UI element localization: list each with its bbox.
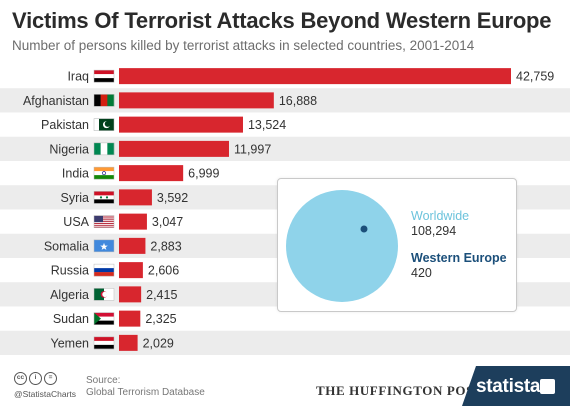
bar xyxy=(119,334,138,351)
footer: cc i = @StatistaCharts Source: Global Te… xyxy=(0,366,570,406)
flag-india-icon xyxy=(93,166,115,180)
bar xyxy=(119,213,147,230)
flag-sudan-icon xyxy=(93,312,115,325)
value-label: 2,029 xyxy=(143,336,174,350)
category-label: Nigeria xyxy=(49,142,89,156)
huffington-post-logo[interactable]: THE HUFFINGTON POST xyxy=(316,383,484,398)
statista-mark-icon xyxy=(540,379,555,394)
western-europe-circle xyxy=(360,225,368,233)
chart-title: Victims Of Terrorist Attacks Beyond West… xyxy=(12,8,552,33)
bar xyxy=(119,189,152,206)
value-label: 2,606 xyxy=(148,264,179,278)
cc-icon: cc xyxy=(14,372,27,385)
bar xyxy=(119,140,229,157)
bar xyxy=(119,237,146,254)
flag-algeria-icon xyxy=(93,288,115,301)
value-label: 6,999 xyxy=(188,167,219,181)
value-label: 2,883 xyxy=(150,239,181,253)
flag-somalia-icon xyxy=(93,239,115,253)
flag-yemen-icon xyxy=(93,336,115,350)
flag-pakistan-icon xyxy=(93,118,115,131)
flag-syria-icon xyxy=(93,191,115,204)
flag-nigeria-icon xyxy=(93,142,115,156)
category-label: USA xyxy=(63,215,89,229)
statista-logo[interactable]: statista xyxy=(476,376,541,397)
category-label: Sudan xyxy=(53,312,89,326)
western-europe-label: Western Europe xyxy=(411,251,507,265)
no-derivatives-icon: = xyxy=(44,372,57,385)
statista-logo-band xyxy=(462,366,570,406)
worldwide-label: Worldwide xyxy=(411,209,470,223)
category-label: Pakistan xyxy=(41,118,89,132)
value-label: 2,325 xyxy=(145,312,176,326)
flag-afghanistan-icon xyxy=(93,94,115,107)
attribution-icon: i xyxy=(29,372,42,385)
worldwide-circle xyxy=(286,190,398,302)
worldwide-value: 108,294 xyxy=(411,224,457,238)
bar xyxy=(119,92,274,109)
worldwide-comparison-inset: Worldwide 108,294 Western Europe 420 xyxy=(277,178,517,312)
category-label: Algeria xyxy=(50,288,89,302)
category-label: Afghanistan xyxy=(23,94,89,108)
value-label: 16,888 xyxy=(279,94,317,108)
value-label: 3,047 xyxy=(152,215,183,229)
value-label: 13,524 xyxy=(248,118,286,132)
bar xyxy=(119,68,511,85)
value-label: 11,997 xyxy=(234,142,271,156)
flag-iraq-icon xyxy=(93,69,115,83)
western-europe-value: 420 xyxy=(411,266,432,280)
social-handle: @StatistaCharts xyxy=(14,389,77,399)
inset-circle-graphic xyxy=(286,190,398,302)
category-label: Yemen xyxy=(51,336,90,350)
category-label: Syria xyxy=(61,191,90,205)
value-label: 3,592 xyxy=(157,191,188,205)
source-value: Global Terrorism Database xyxy=(86,387,205,398)
value-label: 2,415 xyxy=(146,288,177,302)
bar xyxy=(119,262,143,279)
flag-russia-icon xyxy=(93,263,115,277)
value-label: 42,759 xyxy=(516,70,554,84)
bar xyxy=(119,116,243,133)
bar xyxy=(119,310,141,327)
flag-usa-icon xyxy=(93,215,115,228)
license-icons: cc i = xyxy=(14,372,57,385)
source-label: Source: xyxy=(86,375,121,386)
bar xyxy=(119,286,142,303)
bar xyxy=(119,165,184,182)
category-label: India xyxy=(62,167,89,181)
statista-band-shape xyxy=(462,366,570,406)
category-label: Somalia xyxy=(44,239,89,253)
category-label: Iraq xyxy=(67,70,89,84)
category-label: Russia xyxy=(51,264,89,278)
chart-subtitle: Number of persons killed by terrorist at… xyxy=(12,38,475,53)
